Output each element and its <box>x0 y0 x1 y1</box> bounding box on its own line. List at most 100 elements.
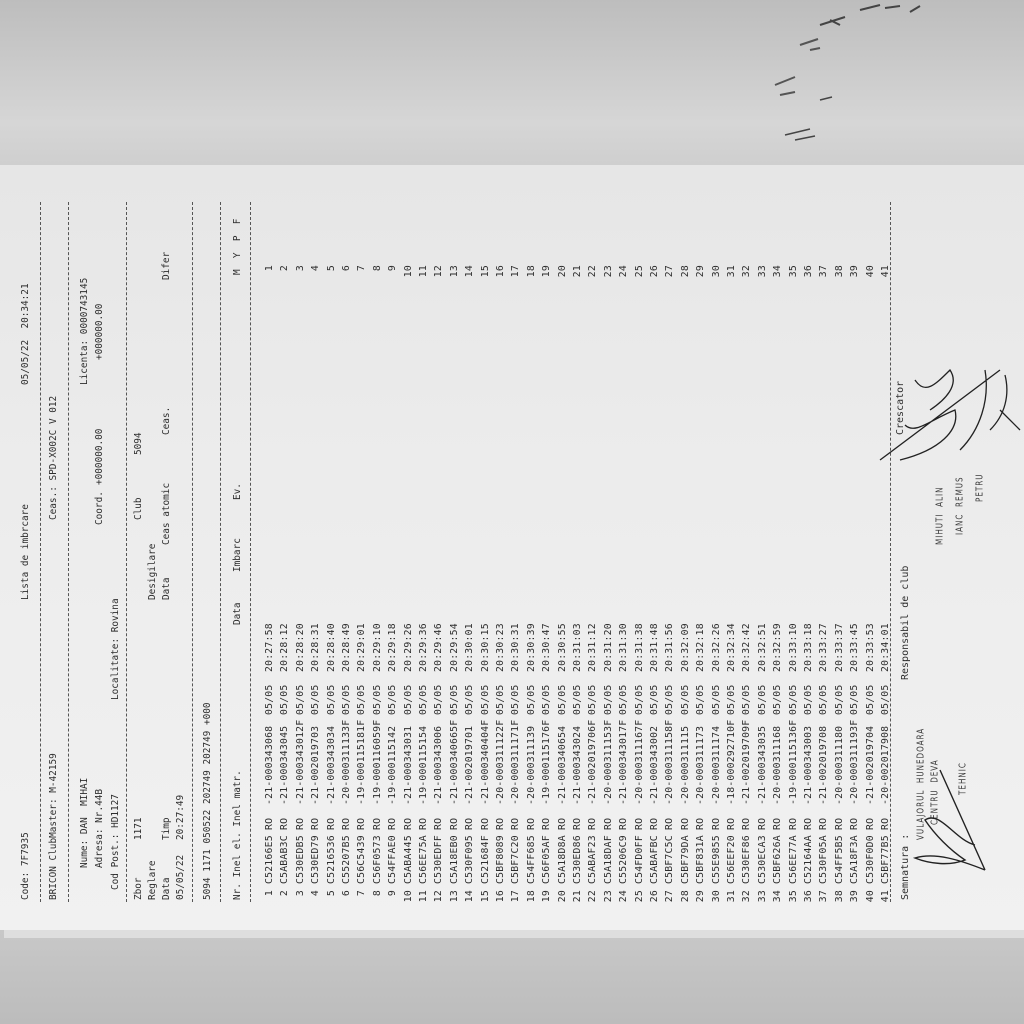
electronic-ring: C530F095 <box>464 835 476 884</box>
table-row: 20 C5A18D8A RO -21-000340654 05/05 20:30:55 20 <box>555 230 570 930</box>
country: RO <box>787 817 799 830</box>
position-m: 2 <box>279 265 291 272</box>
row-number: 25 <box>633 890 645 903</box>
position-m: 37 <box>818 265 830 278</box>
electronic-ring: C56F0573 <box>371 835 383 884</box>
table-row: 19 C56F05AF RO -19-000115176F 05/05 20:30:47 1… <box>539 230 554 930</box>
table-row: 8 C56F0573 RO -19-000116059F 05/05 20:29:10 8 <box>370 230 385 930</box>
electronic-ring: C5216536 <box>325 835 337 884</box>
divider <box>250 202 251 902</box>
ceas-atomic-label: Ceas atomic <box>161 482 172 545</box>
row-number: 11 <box>418 890 429 903</box>
table-row: 10 C5ABA445 RO -21-000343031 05/05 20:29:26 10 <box>401 230 416 930</box>
table-row: 30 C55E9855 RO -20-000311174 05/05 20:32:26 30 <box>709 230 724 930</box>
ring-number: -20-000311168 <box>772 725 784 805</box>
landing-time: 20:31:38 <box>633 623 645 672</box>
landing-date: 05/05 <box>833 684 845 716</box>
position-m: 9 <box>387 265 399 272</box>
landing-time: 20:30:47 <box>541 623 553 672</box>
position-m: 29 <box>695 265 707 278</box>
landing-time: 20:29:36 <box>418 623 429 672</box>
country: RO <box>341 817 352 830</box>
row-number: 39 <box>849 890 861 903</box>
table-row: 17 C5BF7C20 RO -20-000311171F 05/05 20:30:31 1… <box>508 230 523 930</box>
ring-number: -21-002019706F <box>587 719 599 805</box>
ring-number: -21-000340404F <box>479 719 491 805</box>
table-row: 32 C530EF86 RO -21-002019709F 05/05 20:32:42 3… <box>739 230 754 930</box>
landing-list-document: Code: 7F7935 Lista de imbrcare 05/05/22 … <box>0 165 1024 930</box>
landing-date: 05/05 <box>695 684 707 716</box>
position-m: 5 <box>325 265 337 272</box>
print-datetime: 05/05/22 20:34:21 <box>20 283 31 385</box>
landing-date: 05/05 <box>741 684 753 716</box>
breeder-label: Crescator <box>895 380 906 435</box>
table-row: 35 C56EE77A RO -19-000115136F 05/05 20:33:10 3… <box>786 230 801 930</box>
document-title: Lista de imbrcare <box>20 504 31 600</box>
club-value: 5094 <box>133 432 144 455</box>
data2-label: Data <box>161 577 172 600</box>
landing-date: 05/05 <box>402 684 414 716</box>
device-id: BRICON ClubMaster: M-42159 <box>48 753 59 900</box>
position-m: 24 <box>618 265 630 278</box>
landing-time: 20:30:15 <box>479 623 491 672</box>
landing-time: 20:32:42 <box>741 623 753 672</box>
club-responsible-label: Responsabil de club <box>900 565 911 680</box>
country: RO <box>448 817 460 830</box>
landing-date: 05/05 <box>325 684 337 716</box>
table-row: 13 C5A18EB0 RO -21-000340665F 05/05 20:29:54 1… <box>447 230 462 930</box>
ring-number: -21-000343045 <box>279 725 291 805</box>
divider <box>68 202 69 902</box>
country: RO <box>602 817 614 830</box>
landing-date: 05/05 <box>279 684 291 716</box>
row-number: 37 <box>818 890 830 903</box>
landing-date: 05/05 <box>525 684 537 716</box>
country: RO <box>679 817 691 830</box>
breeder-stamp-name3: PETRU <box>973 473 986 502</box>
table-row: 16 C5BF8089 RO -20-000311122F 05/05 20:30:23 1… <box>493 230 508 930</box>
divider <box>40 202 41 902</box>
country: RO <box>695 817 707 830</box>
ring-number: -19-000115142 <box>387 725 399 805</box>
ring-number: -21-000343017F <box>618 719 630 805</box>
electronic-ring: C52164AA <box>803 835 814 884</box>
row-number: 36 <box>803 890 814 903</box>
country: RO <box>741 817 753 830</box>
row-number: 8 <box>371 890 383 897</box>
landing-time: 20:31:12 <box>587 623 599 672</box>
row-number: 3 <box>294 890 306 897</box>
country: RO <box>294 817 306 830</box>
country: RO <box>310 817 322 830</box>
table-row: 25 C54FD0FF RO -20-000311167F 05/05 20:31:38 2… <box>632 230 647 930</box>
electronic-ring: C56C5439 <box>356 835 368 884</box>
ring-number: -21-000340654 <box>556 725 568 805</box>
row-number: 12 <box>433 890 445 903</box>
club-label: Club <box>133 497 144 520</box>
row-number: 33 <box>756 890 768 903</box>
reglare-date: 05/05/22 <box>175 854 186 900</box>
country: RO <box>772 817 784 830</box>
position-m: 12 <box>433 265 445 278</box>
country: RO <box>649 817 660 830</box>
electronic-ring: C530F05A <box>818 835 830 884</box>
ring-number: -20-000311193F <box>849 719 861 805</box>
country: RO <box>402 817 414 830</box>
reglare-label: Reglare <box>147 860 158 900</box>
divider <box>126 202 127 902</box>
landing-time: 20:31:03 <box>572 623 583 672</box>
electronic-ring: C521684F <box>479 835 491 884</box>
row-number: 27 <box>664 890 676 903</box>
ink-smudges <box>774 4 921 141</box>
landing-time: 20:30:39 <box>525 623 537 672</box>
landing-date: 05/05 <box>541 684 553 716</box>
position-m: 7 <box>356 265 368 272</box>
landing-time: 20:28:40 <box>325 623 337 672</box>
table-row: 23 C5A18DAF RO -20-000311153F 05/05 20:31:20 2… <box>601 230 616 930</box>
ring-number: -20-000311139 <box>525 725 537 805</box>
row-number: 40 <box>864 890 876 903</box>
position-m: 25 <box>633 265 645 278</box>
row-number: 15 <box>479 890 491 903</box>
position-m: 27 <box>664 265 676 278</box>
ring-number: -18-000292710F <box>726 719 737 805</box>
landing-time: 20:28:12 <box>279 623 291 672</box>
position-m: 10 <box>402 265 414 278</box>
